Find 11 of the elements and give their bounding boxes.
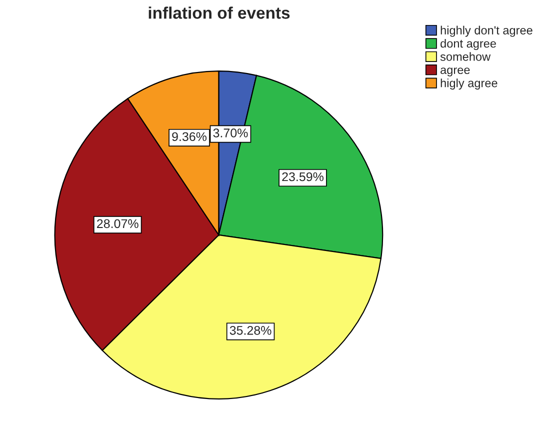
data-label: 23.59% (282, 172, 324, 182)
chart-title: inflation of events (148, 6, 290, 19)
legend-label: agree (440, 68, 470, 76)
legend-label: somehow (440, 52, 491, 61)
legend-label: highly don't agree (440, 26, 532, 37)
data-label: 35.28% (230, 326, 272, 335)
data-label: 3.70% (213, 128, 248, 138)
legend-label: dont agree (440, 38, 496, 50)
data-label: 9.36% (172, 132, 207, 142)
data-label: 28.07% (97, 219, 138, 228)
legend-label: higly agree (440, 78, 498, 90)
